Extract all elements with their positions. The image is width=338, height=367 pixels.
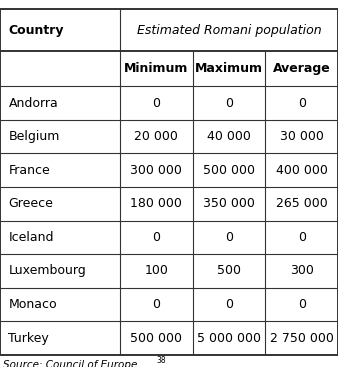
Text: 0: 0 bbox=[152, 298, 160, 311]
Text: 2 750 000: 2 750 000 bbox=[270, 332, 334, 345]
Text: Source: Council of Europe: Source: Council of Europe bbox=[2, 360, 137, 367]
Text: Iceland: Iceland bbox=[8, 231, 54, 244]
Text: Belgium: Belgium bbox=[8, 130, 60, 143]
Text: 40 000: 40 000 bbox=[207, 130, 251, 143]
Text: 0: 0 bbox=[298, 231, 306, 244]
Text: 0: 0 bbox=[152, 97, 160, 109]
Text: 0: 0 bbox=[298, 298, 306, 311]
Text: 500 000: 500 000 bbox=[130, 332, 182, 345]
Text: 5 000 000: 5 000 000 bbox=[197, 332, 261, 345]
Text: 0: 0 bbox=[225, 231, 233, 244]
Text: Country: Country bbox=[8, 24, 64, 37]
Text: Maximum: Maximum bbox=[195, 62, 263, 75]
Text: 0: 0 bbox=[298, 97, 306, 109]
Text: 180 000: 180 000 bbox=[130, 197, 182, 210]
Text: Luxembourg: Luxembourg bbox=[8, 265, 86, 277]
Text: 300 000: 300 000 bbox=[130, 164, 182, 177]
Text: Monaco: Monaco bbox=[8, 298, 57, 311]
Text: 100: 100 bbox=[144, 265, 168, 277]
Text: 0: 0 bbox=[225, 97, 233, 109]
Text: Estimated Romani population: Estimated Romani population bbox=[137, 24, 321, 37]
Text: 20 000: 20 000 bbox=[135, 130, 178, 143]
Text: 0: 0 bbox=[152, 231, 160, 244]
Text: 30 000: 30 000 bbox=[280, 130, 323, 143]
Text: Andorra: Andorra bbox=[8, 97, 58, 109]
Text: 400 000: 400 000 bbox=[276, 164, 328, 177]
Text: Greece: Greece bbox=[8, 197, 53, 210]
Text: 265 000: 265 000 bbox=[276, 197, 328, 210]
Text: 0: 0 bbox=[225, 298, 233, 311]
Text: 500 000: 500 000 bbox=[203, 164, 255, 177]
Text: Average: Average bbox=[273, 62, 331, 75]
Text: 38: 38 bbox=[156, 356, 166, 365]
Text: Minimum: Minimum bbox=[124, 62, 189, 75]
Text: France: France bbox=[8, 164, 50, 177]
Text: Turkey: Turkey bbox=[8, 332, 49, 345]
Text: 300: 300 bbox=[290, 265, 314, 277]
Text: 350 000: 350 000 bbox=[203, 197, 255, 210]
Text: 500: 500 bbox=[217, 265, 241, 277]
